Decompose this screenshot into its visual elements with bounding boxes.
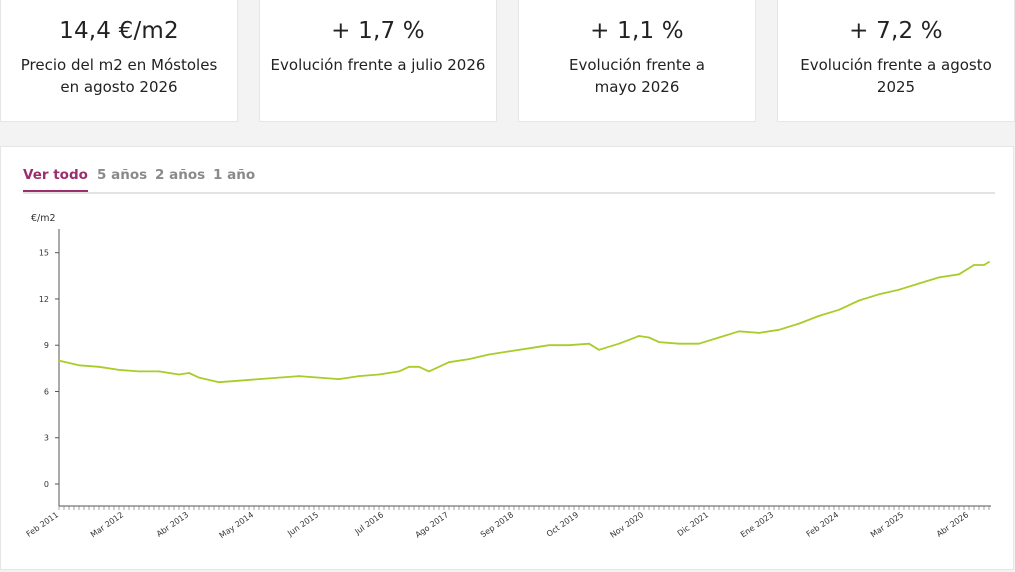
data-point xyxy=(898,288,900,291)
data-point xyxy=(878,293,880,296)
data-point xyxy=(278,376,280,379)
kpi-value: + 7,2 % xyxy=(849,18,943,44)
data-point xyxy=(973,264,975,266)
price-line-chart: €/m2 0 3 6 9 12 15 Feb 2011 Mar 2012 Abr 2013 May … xyxy=(25,213,991,540)
data-point xyxy=(188,372,190,374)
data-point xyxy=(938,276,940,279)
data-point xyxy=(408,365,410,368)
kpi-label: Evolución frente a agosto 2025 xyxy=(800,56,992,96)
kpi-label: Precio del m2 en Móstoles en agosto 2026 xyxy=(20,56,218,96)
data-point xyxy=(258,378,260,381)
price-series-line xyxy=(58,261,990,384)
data-point xyxy=(598,348,600,351)
kpi-card-price: 14,4 €/m2 Precio del m2 en Móstoles en a… xyxy=(0,0,238,122)
data-point xyxy=(338,378,340,381)
x-tick-label: Mar 2012 xyxy=(89,510,125,539)
data-point xyxy=(858,299,860,302)
data-point xyxy=(678,342,680,345)
range-tabs: Ver todo 5 años 2 años 1 año xyxy=(23,167,995,194)
kpi-value: + 1,7 % xyxy=(331,18,425,44)
data-point xyxy=(528,347,530,350)
x-tick-label: Feb 2024 xyxy=(805,510,841,539)
data-point xyxy=(398,370,400,373)
data-point xyxy=(508,350,510,353)
x-tick-label: Jul 2016 xyxy=(352,510,385,537)
data-point xyxy=(618,342,620,345)
data-point xyxy=(638,335,640,337)
data-point xyxy=(138,370,140,373)
kpi-label: Evolución frente a julio 2026 xyxy=(270,56,486,74)
kpi-value: 14,4 €/m2 xyxy=(59,18,179,44)
x-tick-label: Dic 2021 xyxy=(676,510,710,538)
data-point xyxy=(488,353,490,356)
data-point xyxy=(468,358,470,360)
data-point xyxy=(428,370,430,373)
x-tick-label: Jun 2015 xyxy=(285,510,320,538)
tab-ver-todo[interactable]: Ver todo xyxy=(23,167,88,192)
y-tick-label: 0 xyxy=(44,480,49,489)
x-tick-label: Oct 2019 xyxy=(545,510,580,538)
chart-panel: Ver todo 5 años 2 años 1 año €/m2 0 3 6 9 12 1… xyxy=(0,146,1014,570)
data-point xyxy=(358,375,360,377)
data-point xyxy=(118,368,120,371)
kpi-value: + 1,1 % xyxy=(590,18,684,44)
tab-1-ano[interactable]: 1 año xyxy=(213,167,256,183)
data-point xyxy=(78,364,80,367)
data-point xyxy=(198,376,200,379)
data-point xyxy=(648,336,650,339)
data-point xyxy=(418,365,420,368)
data-point xyxy=(548,344,550,347)
tab-5-anos[interactable]: 5 años xyxy=(97,167,148,183)
data-point xyxy=(818,315,820,317)
data-point xyxy=(378,373,380,376)
data-point xyxy=(918,282,920,285)
data-point xyxy=(568,344,570,347)
kpi-card-month: + 1,7 % Evolución frente a julio 2026 xyxy=(259,0,497,122)
x-tick-label: Feb 2011 xyxy=(25,510,61,539)
data-point xyxy=(448,361,450,364)
data-point xyxy=(58,359,60,362)
data-point xyxy=(958,273,960,276)
data-point xyxy=(718,336,720,339)
data-point xyxy=(298,375,300,377)
data-point xyxy=(758,331,760,334)
data-point xyxy=(318,376,320,379)
data-point xyxy=(238,379,240,382)
data-point xyxy=(98,365,100,368)
y-tick-label: 12 xyxy=(39,295,49,304)
data-point xyxy=(658,341,660,344)
x-tick-label: May 2014 xyxy=(218,510,255,540)
kpi-card-year: + 7,2 % Evolución frente a agosto 2025 xyxy=(777,0,1015,122)
x-tick-label: Nov 2020 xyxy=(608,510,645,539)
y-tick-label: 3 xyxy=(44,434,49,443)
data-point xyxy=(778,328,780,331)
x-tick-label: Abr 2013 xyxy=(155,510,190,538)
x-tick-label: Ago 2017 xyxy=(414,510,451,539)
x-tick-label: Abr 2026 xyxy=(935,510,970,538)
y-axis-unit: €/m2 xyxy=(31,213,56,224)
data-point xyxy=(838,308,840,311)
data-point xyxy=(988,261,990,263)
x-tick-label: Mar 2025 xyxy=(869,510,905,539)
data-point xyxy=(698,342,700,345)
data-point xyxy=(178,373,180,376)
x-tick-label: Sep 2018 xyxy=(479,510,515,539)
data-point xyxy=(738,330,740,333)
data-point xyxy=(158,370,160,373)
kpi-card-quarter: + 1,1 % Evolución frente a mayo 2026 xyxy=(518,0,756,122)
x-tick-label: Ene 2023 xyxy=(739,510,775,539)
y-tick-label: 15 xyxy=(39,249,49,258)
y-tick-label: 9 xyxy=(44,341,49,350)
data-point xyxy=(798,322,800,325)
data-point xyxy=(983,264,985,266)
data-point xyxy=(588,342,590,345)
kpi-label: Evolución frente a mayo 2026 xyxy=(569,56,705,96)
y-tick-label: 6 xyxy=(44,387,49,396)
data-point xyxy=(218,381,220,384)
tab-2-anos[interactable]: 2 años xyxy=(155,167,206,183)
